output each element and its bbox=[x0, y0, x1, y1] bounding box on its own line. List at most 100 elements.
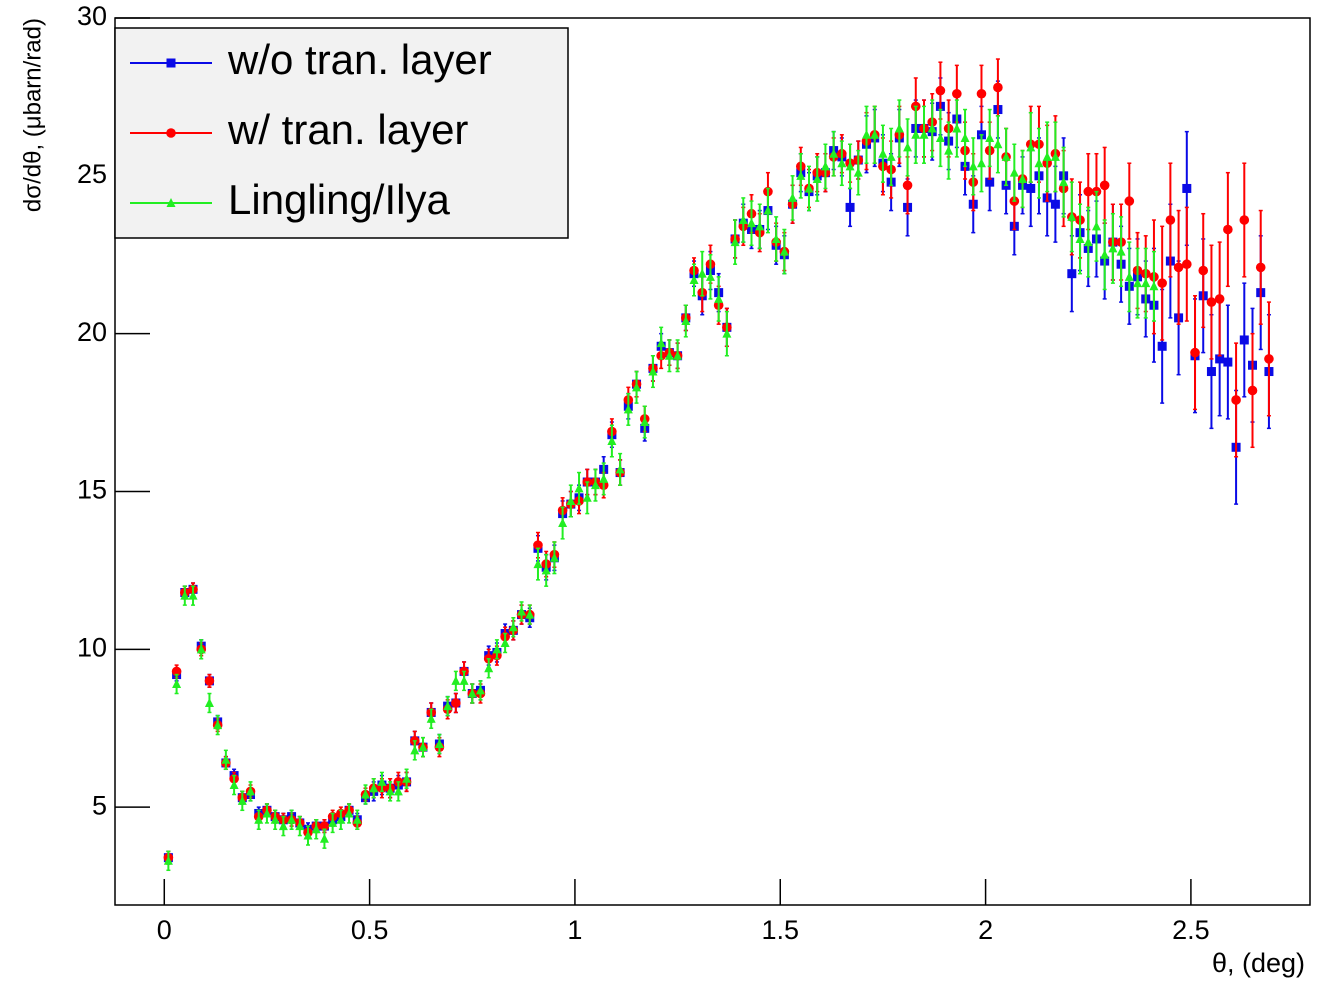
marker-triangle bbox=[204, 697, 214, 707]
marker-triangle bbox=[229, 780, 239, 790]
marker-circle bbox=[1190, 347, 1200, 358]
marker-triangle bbox=[705, 271, 715, 281]
y-tick-label: 15 bbox=[77, 475, 107, 505]
marker-triangle bbox=[1050, 151, 1060, 161]
marker-triangle bbox=[221, 754, 231, 764]
x-tick-label: 2.5 bbox=[1172, 915, 1210, 945]
marker-triangle bbox=[1034, 158, 1044, 168]
marker-triangle bbox=[968, 161, 978, 171]
marker-circle bbox=[1083, 186, 1094, 197]
marker-triangle bbox=[459, 675, 469, 685]
marker-triangle bbox=[172, 679, 182, 689]
marker-triangle bbox=[533, 559, 543, 569]
marker-triangle bbox=[1149, 281, 1159, 291]
marker-triangle bbox=[853, 167, 863, 177]
y-axis-label: dσ/dθ, (μbarn/rad) bbox=[19, 18, 46, 212]
marker-triangle bbox=[985, 132, 995, 142]
marker-triangle bbox=[500, 638, 510, 648]
marker-triangle bbox=[426, 713, 436, 723]
y-tick-label: 5 bbox=[92, 790, 107, 820]
marker-square bbox=[1157, 341, 1167, 351]
marker-triangle bbox=[788, 192, 798, 202]
marker-circle bbox=[976, 88, 987, 99]
marker-square bbox=[1067, 269, 1077, 279]
marker-triangle bbox=[599, 473, 609, 483]
marker-triangle bbox=[878, 148, 888, 158]
marker-triangle bbox=[837, 158, 847, 168]
marker-circle bbox=[1264, 354, 1274, 364]
marker-triangle bbox=[180, 590, 190, 600]
marker-triangle bbox=[196, 644, 206, 654]
marker-triangle bbox=[1141, 278, 1151, 288]
marker-triangle bbox=[549, 552, 559, 562]
marker-triangle bbox=[870, 129, 880, 139]
marker-triangle bbox=[1108, 243, 1118, 253]
marker-triangle bbox=[1083, 237, 1093, 247]
marker-triangle bbox=[402, 773, 412, 783]
marker-triangle bbox=[673, 350, 683, 360]
marker-triangle bbox=[755, 221, 765, 231]
marker-triangle bbox=[763, 205, 773, 215]
marker-circle bbox=[204, 676, 215, 686]
marker-circle bbox=[935, 85, 946, 96]
marker-triangle bbox=[1124, 271, 1134, 281]
marker-square bbox=[1223, 357, 1233, 367]
marker-triangle bbox=[1059, 177, 1069, 187]
marker-triangle bbox=[393, 786, 403, 796]
marker-triangle bbox=[434, 739, 444, 749]
x-tick-label: 1.5 bbox=[761, 915, 799, 945]
marker-triangle bbox=[451, 675, 461, 685]
marker-triangle bbox=[911, 129, 921, 139]
marker-triangle bbox=[262, 808, 272, 818]
marker-triangle bbox=[484, 663, 494, 673]
marker-triangle bbox=[1075, 233, 1085, 243]
x-tick-label: 1 bbox=[567, 915, 582, 945]
marker-triangle bbox=[237, 795, 247, 805]
marker-triangle bbox=[336, 814, 346, 824]
marker-triangle bbox=[311, 824, 321, 834]
marker-triangle bbox=[714, 293, 724, 303]
marker-circle bbox=[166, 128, 176, 138]
marker-triangle bbox=[812, 173, 822, 183]
marker-triangle bbox=[664, 350, 674, 360]
marker-triangle bbox=[270, 814, 280, 824]
legend-label: w/o tran. layer bbox=[227, 36, 492, 83]
marker-triangle bbox=[566, 495, 576, 505]
marker-triangle bbox=[352, 814, 362, 824]
marker-circle bbox=[1198, 265, 1209, 276]
marker-circle bbox=[1124, 196, 1135, 206]
marker-triangle bbox=[287, 814, 297, 824]
marker-triangle bbox=[385, 786, 395, 796]
marker-triangle bbox=[517, 606, 527, 616]
marker-square bbox=[166, 58, 176, 68]
marker-triangle bbox=[508, 622, 518, 632]
legend-label: Lingling/Ilya bbox=[228, 176, 450, 223]
marker-triangle bbox=[188, 590, 198, 600]
marker-circle bbox=[1182, 259, 1192, 270]
marker-triangle bbox=[607, 435, 617, 445]
marker-triangle bbox=[303, 830, 313, 840]
marker-triangle bbox=[697, 268, 707, 278]
marker-triangle bbox=[163, 855, 173, 865]
marker-triangle bbox=[960, 132, 970, 142]
legend: w/o tran. layer w/ tran. layer Lingling/Il… bbox=[114, 27, 569, 239]
marker-circle bbox=[1255, 262, 1266, 273]
marker-triangle bbox=[475, 685, 485, 695]
marker-square bbox=[985, 177, 995, 187]
marker-triangle bbox=[278, 821, 288, 831]
marker-square bbox=[1026, 183, 1036, 193]
marker-triangle bbox=[804, 183, 814, 193]
marker-triangle bbox=[1067, 211, 1077, 221]
marker-triangle bbox=[861, 129, 871, 139]
marker-triangle bbox=[615, 464, 625, 474]
marker-triangle bbox=[944, 145, 954, 155]
marker-square bbox=[1239, 335, 1249, 345]
marker-triangle bbox=[681, 316, 691, 326]
y-tick-label: 25 bbox=[77, 159, 107, 189]
marker-triangle bbox=[590, 480, 600, 490]
marker-square bbox=[1206, 367, 1216, 377]
marker-triangle bbox=[558, 518, 568, 528]
marker-triangle bbox=[443, 701, 453, 711]
x-tick-label: 0 bbox=[157, 915, 172, 945]
marker-triangle bbox=[952, 123, 962, 133]
